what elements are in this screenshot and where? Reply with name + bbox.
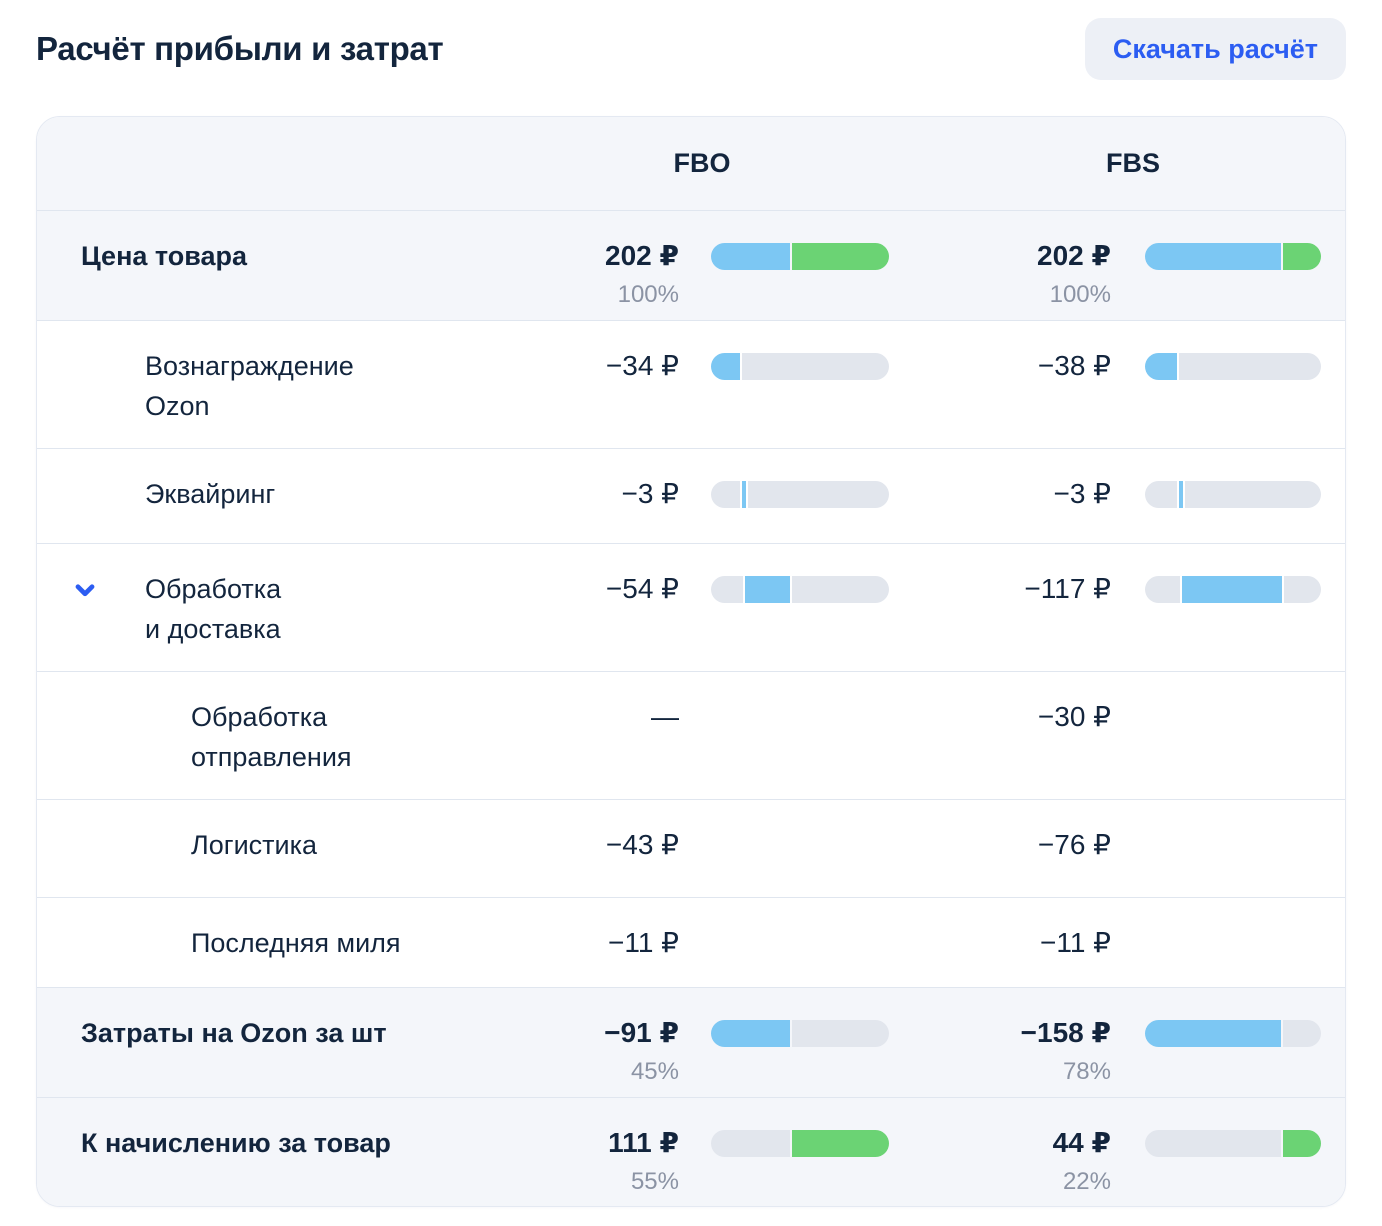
table-row: Логистика −43 ₽ −76 ₽	[37, 799, 1345, 898]
fbs-value: −30 ₽	[1037, 701, 1111, 733]
profit-cost-table: FBO FBS Цена товара 202 ₽ 100% 202 ₽ 100…	[36, 116, 1346, 1208]
fbo-value: −54 ₽	[605, 573, 679, 605]
row-label: Обработка и доставка	[145, 574, 282, 645]
column-header-fbs: FBS	[1106, 148, 1160, 179]
fbs-percent: 78%	[1062, 1058, 1111, 1086]
row-label: Логистика	[191, 830, 318, 861]
fbo-bar	[711, 1130, 889, 1158]
table-row: Обработка и доставка −54 ₽ −117 ₽	[37, 543, 1345, 672]
fbs-value: −76 ₽	[1037, 829, 1111, 861]
fbs-bar	[1145, 576, 1321, 604]
fbo-bar	[711, 576, 889, 604]
fbs-bar	[1145, 243, 1321, 271]
fbo-value: 202 ₽	[605, 240, 679, 272]
fbs-value: −3 ₽	[1053, 478, 1111, 510]
column-header-fbo: FBO	[673, 148, 731, 179]
table-row: К начислению за товар 111 ₽ 55% 44 ₽ 22%	[37, 1097, 1345, 1207]
fbo-bar	[711, 353, 889, 381]
table-row: Обработка отправления — −30 ₽	[37, 671, 1345, 800]
fbo-value: —	[651, 701, 679, 733]
fbs-value: −117 ₽	[1024, 573, 1111, 605]
download-button[interactable]: Скачать расчёт	[1084, 18, 1346, 81]
page-header: Расчёт прибыли и затрат Скачать расчёт	[0, 0, 1382, 81]
fbs-value: −11 ₽	[1039, 927, 1111, 959]
row-label: Цена товара	[81, 241, 248, 272]
table-row: Затраты на Ozon за шт −91 ₽ 45% −158 ₽ 7…	[37, 987, 1345, 1098]
table-body: Цена товара 202 ₽ 100% 202 ₽ 100% Вознаг…	[37, 210, 1345, 1207]
fbo-percent: 100%	[617, 281, 679, 309]
row-label: Обработка отправления	[191, 702, 352, 773]
fbo-bar	[711, 1020, 889, 1048]
table-row: Последняя миля −11 ₽ −11 ₽	[37, 897, 1345, 988]
row-label: К начислению за товар	[81, 1128, 391, 1159]
table-row: Эквайринг −3 ₽ −3 ₽	[37, 448, 1345, 544]
table-row: Цена товара 202 ₽ 100% 202 ₽ 100%	[37, 210, 1345, 321]
table-header-row: FBO FBS	[37, 117, 1345, 211]
fbo-percent: 55%	[630, 1168, 679, 1196]
row-label: Вознаграждение Ozon	[145, 351, 354, 422]
fbs-value: −158 ₽	[1020, 1017, 1111, 1049]
fbs-bar	[1145, 353, 1321, 381]
row-label: Последняя миля	[191, 928, 401, 959]
fbo-value: −11 ₽	[607, 927, 679, 959]
fbo-value: −43 ₽	[605, 829, 679, 861]
row-label: Эквайринг	[145, 479, 276, 510]
fbs-value: 44 ₽	[1052, 1127, 1111, 1159]
fbo-bar	[711, 481, 889, 509]
fbs-percent: 22%	[1062, 1168, 1111, 1196]
fbo-bar	[711, 243, 889, 271]
fbo-value: 111 ₽	[608, 1127, 679, 1159]
fbo-percent: 45%	[630, 1058, 679, 1086]
fbo-value: −3 ₽	[621, 478, 679, 510]
fbs-value: 202 ₽	[1037, 240, 1111, 272]
fbo-value: −91 ₽	[604, 1017, 679, 1049]
table-row: Вознаграждение Ozon −34 ₽ −38 ₽	[37, 320, 1345, 449]
page-title: Расчёт прибыли и затрат	[36, 30, 444, 68]
row-label: Затраты на Ozon за шт	[81, 1018, 387, 1049]
fbs-bar	[1145, 1020, 1321, 1048]
fbo-value: −34 ₽	[605, 350, 679, 382]
fbs-bar	[1145, 1130, 1321, 1158]
fbs-bar	[1145, 481, 1321, 509]
fbs-value: −38 ₽	[1037, 350, 1111, 382]
chevron-down-icon[interactable]	[71, 576, 99, 604]
fbs-percent: 100%	[1049, 281, 1111, 309]
